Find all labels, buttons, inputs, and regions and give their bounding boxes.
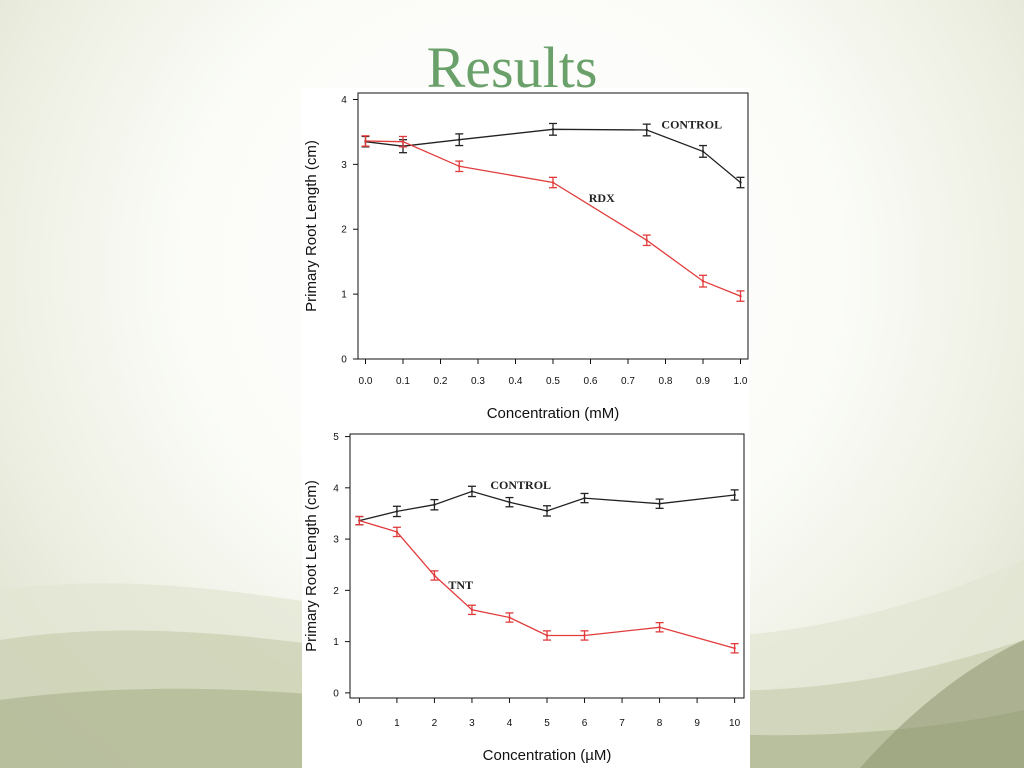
series-name-label: TNT: [448, 578, 473, 592]
x-tick-label: 0.5: [546, 376, 560, 387]
x-tick-label: 8: [657, 718, 663, 729]
data-point: [739, 181, 742, 184]
series-line: [359, 519, 735, 649]
y-tick-label: 1: [333, 637, 339, 648]
data-point: [458, 165, 461, 168]
x-tick-label: 0.8: [659, 376, 673, 387]
x-tick-label: 10: [729, 718, 741, 729]
series-tnt: TNT: [355, 515, 739, 654]
x-tick-label: 1: [394, 718, 400, 729]
y-tick-label: 3: [333, 535, 339, 546]
data-point: [551, 128, 555, 131]
data-point: [395, 530, 399, 534]
x-tick-label: 9: [694, 718, 700, 729]
data-point: [364, 139, 367, 143]
data-point: [701, 150, 705, 153]
x-tick-label: 0.9: [696, 376, 710, 387]
data-point: [583, 634, 586, 637]
x-tick-label: 0.6: [584, 376, 598, 387]
data-point: [739, 294, 742, 298]
data-point: [551, 181, 555, 184]
series-rdx: RDX: [361, 135, 745, 302]
y-axis-label: Primary Root Length (cm): [303, 480, 320, 652]
x-tick-label: 0.3: [471, 376, 485, 387]
series-name-label: CONTROL: [490, 478, 551, 492]
data-point: [470, 490, 474, 493]
y-tick-label: 3: [341, 160, 347, 171]
y-axis-label: Primary Root Length (cm): [303, 140, 320, 312]
data-point: [658, 626, 661, 629]
chart-1: 0 1 2 3 4 0.0 0.1 0.2 0.3 0.4 0.5 0.6 0.7 0.8 0.9 1.0 Co…: [303, 92, 749, 422]
data-point: [395, 510, 399, 513]
series-name-label: CONTROL: [661, 118, 722, 132]
data-point: [508, 616, 511, 619]
data-point: [508, 500, 511, 504]
x-tick-label: 1.0: [734, 376, 748, 387]
data-point: [545, 509, 549, 513]
data-point: [458, 138, 461, 141]
x-tick-label: 2: [432, 718, 438, 729]
data-point: [470, 608, 474, 612]
charts-figure: 0 1 2 3 4 0.0 0.1 0.2 0.3 0.4 0.5 0.6 0.7 0.8 0.9 1.0 Co…: [303, 92, 749, 764]
plot-frame: [349, 433, 745, 699]
series-line: [365, 140, 741, 297]
x-tick-label: 0.7: [621, 376, 635, 387]
x-tick-label: 0.0: [359, 376, 373, 387]
data-point: [645, 239, 648, 242]
y-tick-label: 2: [333, 586, 339, 597]
y-tick-label: 1: [341, 290, 347, 301]
x-tick-label: 0.4: [509, 376, 523, 387]
data-point: [433, 574, 436, 577]
data-point: [433, 503, 436, 506]
data-point: [733, 647, 736, 650]
data-point: [645, 128, 648, 132]
series-line: [365, 128, 741, 184]
x-tick-label: 6: [582, 718, 588, 729]
x-tick-label: 7: [619, 718, 625, 729]
x-axis-label: Concentration (mM): [487, 405, 620, 422]
x-axis-label: Concentration (µM): [483, 747, 612, 764]
figure-panel: 0 1 2 3 4 0.0 0.1 0.2 0.3 0.4 0.5 0.6 0.7 0.8 0.9 1.0 Co…: [302, 88, 750, 768]
y-tick-label: 4: [333, 483, 339, 494]
x-tick-label: 3: [469, 718, 475, 729]
x-tick-label: 4: [507, 718, 513, 729]
y-tick-label: 4: [341, 95, 347, 106]
y-tick-label: 0: [333, 688, 339, 699]
x-tick-label: 0: [357, 718, 363, 729]
y-tick-label: 2: [341, 225, 347, 236]
y-tick-label: 0: [341, 355, 347, 366]
data-point: [401, 140, 405, 143]
data-point: [733, 493, 736, 497]
data-point: [545, 634, 549, 637]
x-tick-label: 5: [544, 718, 550, 729]
series-control: CONTROL: [355, 478, 739, 526]
y-tick-label: 5: [333, 432, 339, 443]
x-tick-label: 0.2: [434, 376, 448, 387]
x-tick-label: 0.1: [396, 376, 410, 387]
data-point: [583, 496, 586, 500]
data-point: [701, 279, 705, 283]
data-point: [358, 519, 361, 522]
chart-2: 0 1 2 3 4 5 0 1 2 3 4 5 6 7 8 9 10 Concentration (µM) Prim…: [303, 432, 745, 764]
data-point: [658, 502, 661, 505]
series-control: CONTROL: [361, 118, 745, 189]
series-name-label: RDX: [589, 191, 615, 205]
